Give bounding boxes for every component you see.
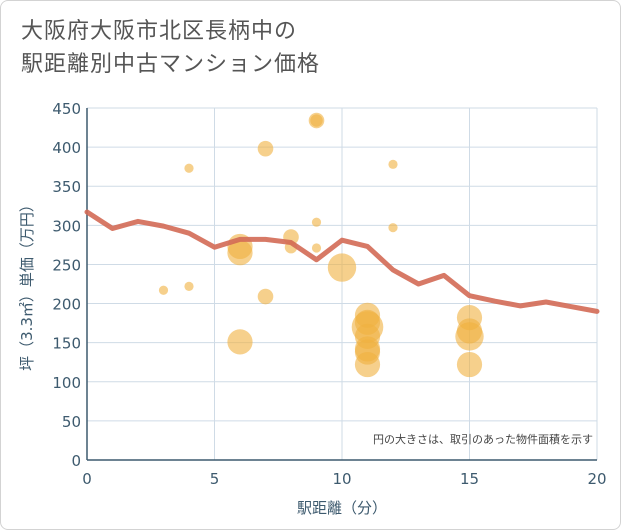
data-bubble [227,329,253,355]
data-bubble [257,140,274,157]
y-tick-label: 200 [52,296,81,314]
average-line [84,209,600,314]
data-bubble [184,163,194,173]
data-bubble [310,114,323,127]
bubbles [158,112,484,378]
x-tick-label: 20 [587,470,606,488]
y-tick-label: 350 [52,178,81,196]
ticks: 0 50 100 150 200 250 300 350 400 450 0 5 10 15 20 [52,100,606,488]
grid [86,107,598,461]
data-bubble [158,285,169,295]
y-tick-label: 150 [52,335,81,353]
y-tick-label: 250 [52,256,81,274]
y-tick-label: 450 [52,100,81,118]
chart-title-line2: 駅距離別中古マンション価格 [21,52,321,77]
data-bubble [388,223,398,233]
data-bubble [388,159,398,169]
data-bubble [311,243,322,253]
y-tick-label: 0 [71,452,81,470]
size-legend-note: 円の大きさは、取引のあった物件面積を示す [373,432,593,446]
data-bubble [354,351,381,378]
data-bubble [227,240,253,266]
y-tick-label: 100 [52,374,81,392]
x-tick-label: 5 [210,470,220,488]
x-tick-label: 10 [332,470,351,488]
data-bubble [456,351,483,378]
chart-title-line1: 大阪府大阪市北区長柄中の [21,19,298,44]
x-tick-label: 15 [460,470,479,488]
average-price-line [84,209,600,314]
y-tick-label: 50 [62,413,81,431]
y-axis-title: 坪（3.3㎡）単価（万円） [18,197,36,371]
x-axis-title: 駅距離（分） [297,499,387,517]
data-bubble [257,288,274,305]
data-bubble [455,322,484,351]
y-tick-label: 300 [52,217,81,235]
data-bubble [311,217,322,227]
data-bubble [327,253,357,282]
y-tick-label: 400 [52,139,81,157]
chart-title: 大阪府大阪市北区長柄中の 駅距離別中古マンション価格 [21,15,581,81]
data-bubble [184,281,194,291]
x-tick-label: 0 [82,470,92,488]
